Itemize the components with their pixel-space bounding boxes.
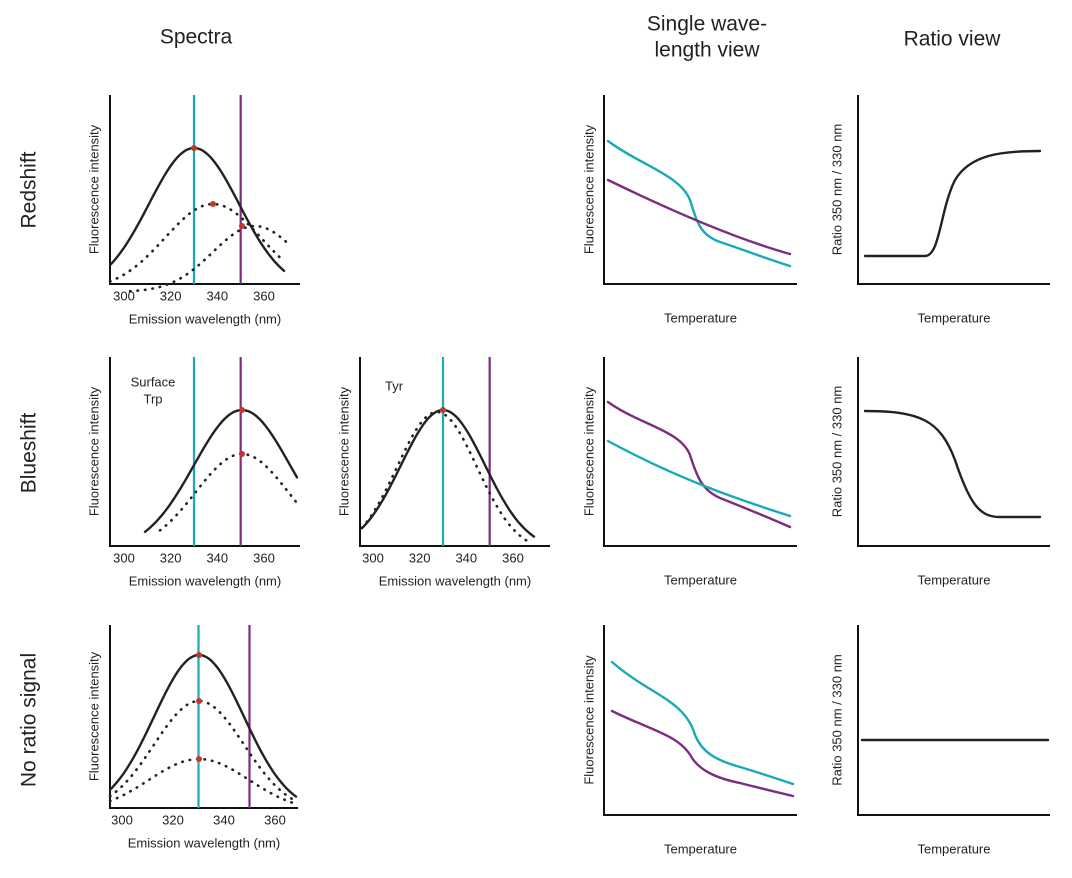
x-axis-label: Temperature xyxy=(918,572,991,587)
peak-marker xyxy=(239,407,245,413)
axes xyxy=(603,625,797,816)
peak-marker xyxy=(196,698,202,704)
peak-marker xyxy=(196,652,202,658)
x-axis-label: Temperature xyxy=(918,310,991,325)
x-axis-label: Emission wavelength (nm) xyxy=(129,311,281,326)
curve xyxy=(108,146,286,272)
axes xyxy=(109,357,300,547)
dotted-curve xyxy=(108,757,298,806)
column-title: Single wave- xyxy=(647,13,767,36)
peak-marker xyxy=(191,145,197,151)
annotation: Surface xyxy=(131,374,176,389)
x-tick-label: 300 xyxy=(111,812,133,827)
x-tick-label: 320 xyxy=(162,812,184,827)
y-axis-label: Ratio 350 nm / 330 nm xyxy=(829,124,844,256)
dotted-curve xyxy=(360,410,532,544)
annotation: Tyr xyxy=(385,378,404,393)
x-tick-label: 360 xyxy=(502,550,524,565)
x-tick-label: 360 xyxy=(264,812,286,827)
x-tick-label: 320 xyxy=(409,550,431,565)
y-axis-label: Fluorescence intensity xyxy=(581,124,596,254)
x-axis-label: Temperature xyxy=(664,572,737,587)
x-axis-label: Temperature xyxy=(664,841,737,856)
x-tick-label: 300 xyxy=(113,550,135,565)
peak-marker xyxy=(210,201,216,207)
curve xyxy=(108,653,298,798)
axes xyxy=(359,357,550,547)
axes xyxy=(603,357,797,547)
peak-marker xyxy=(239,223,245,229)
y-axis-label: Ratio 350 nm / 330 nm xyxy=(829,386,844,518)
row-label: Blueshift xyxy=(18,413,41,494)
x-axis-label: Temperature xyxy=(664,310,737,325)
x-tick-label: 320 xyxy=(160,550,182,565)
y-axis-label: Fluorescence intensity xyxy=(581,655,596,785)
curve xyxy=(610,709,795,798)
y-axis-label: Fluorescence intensity xyxy=(581,386,596,516)
curve xyxy=(606,439,792,518)
axes xyxy=(857,95,1050,285)
dotted-curve xyxy=(158,452,298,532)
dotted-curve xyxy=(108,699,298,803)
axes xyxy=(109,625,298,809)
curve xyxy=(863,409,1042,519)
curve xyxy=(610,660,795,786)
curve xyxy=(606,178,792,256)
x-tick-label: 360 xyxy=(253,288,275,303)
row-label: Redshift xyxy=(18,151,41,228)
y-axis-label: Fluorescence intensity xyxy=(86,386,101,516)
axes xyxy=(603,95,797,285)
column-title: length view xyxy=(654,39,760,62)
x-tick-label: 340 xyxy=(455,550,477,565)
peak-marker xyxy=(196,756,202,762)
curve xyxy=(360,408,536,538)
x-tick-label: 300 xyxy=(362,550,384,565)
annotation: Trp xyxy=(143,391,162,406)
y-axis-label: Fluorescence intensity xyxy=(86,651,101,781)
y-axis-label: Fluorescence intensity xyxy=(86,124,101,254)
axes xyxy=(857,357,1050,547)
dotted-curve xyxy=(108,202,286,283)
curve xyxy=(606,400,792,529)
x-axis-label: Emission wavelength (nm) xyxy=(379,573,531,588)
column-title: Spectra xyxy=(160,26,233,49)
y-axis-label: Fluorescence intensity xyxy=(336,386,351,516)
row-label: No ratio signal xyxy=(18,653,41,787)
x-tick-label: 340 xyxy=(206,550,228,565)
x-tick-label: 320 xyxy=(160,288,182,303)
x-axis-label: Temperature xyxy=(918,841,991,856)
x-axis-label: Emission wavelength (nm) xyxy=(129,573,281,588)
peak-marker xyxy=(440,407,446,413)
curve xyxy=(863,149,1042,258)
curve xyxy=(143,408,299,533)
x-tick-label: 340 xyxy=(206,288,228,303)
axes xyxy=(109,95,300,285)
axes xyxy=(857,625,1050,816)
curve xyxy=(606,139,792,268)
y-axis-label: Ratio 350 nm / 330 nm xyxy=(829,654,844,786)
x-axis-label: Emission wavelength (nm) xyxy=(128,835,280,850)
x-tick-label: 340 xyxy=(213,812,235,827)
x-tick-label: 360 xyxy=(253,550,275,565)
column-title: Ratio view xyxy=(904,28,1002,51)
dotted-curve xyxy=(128,224,290,293)
peak-marker xyxy=(239,451,245,457)
